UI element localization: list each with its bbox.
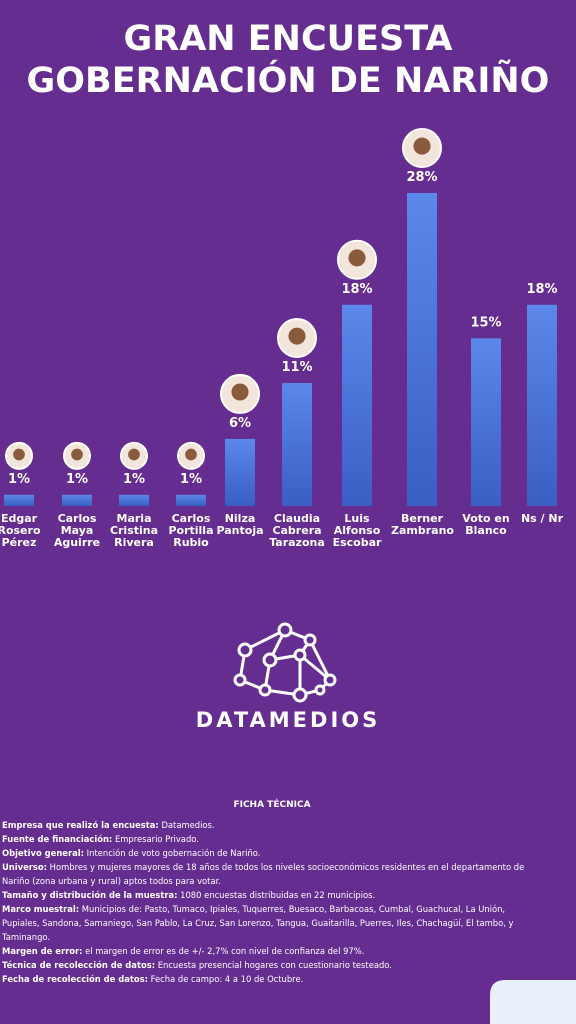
ficha-row: Empresa que realizó la encuesta: Datamed… bbox=[2, 818, 542, 832]
value-label: 1% bbox=[8, 472, 30, 487]
logo-graphic bbox=[233, 622, 337, 703]
ficha-row: Margen de error: el margen de error es d… bbox=[2, 944, 542, 958]
value-label: 6% bbox=[229, 416, 251, 431]
bar bbox=[527, 304, 557, 506]
category-label: Luis Alfonso Escobar bbox=[332, 512, 382, 549]
value-label: 18% bbox=[341, 282, 372, 297]
ficha-title: FICHA TÉCNICA bbox=[233, 800, 311, 810]
ficha-row: Fuente de financiación: Empresario Priva… bbox=[2, 832, 542, 846]
avatar-face bbox=[185, 448, 197, 461]
value-label: 11% bbox=[281, 360, 312, 375]
chart-title: GRAN ENCUESTA GOBERNACIÓN DE NARIÑO bbox=[26, 19, 550, 101]
ficha-label: Margen de error: bbox=[2, 946, 83, 956]
ficha-value: Intención de voto gobernación de Nariño. bbox=[86, 848, 261, 858]
ficha-value: 1080 encuestas distribuidas en 22 munici… bbox=[180, 890, 376, 900]
value-label: 28% bbox=[406, 170, 437, 185]
ficha-value: Encuesta presencial hogares con cuestion… bbox=[157, 960, 392, 970]
ficha-label: Objetivo general: bbox=[2, 848, 84, 858]
bar bbox=[225, 438, 255, 506]
bar bbox=[119, 494, 149, 506]
ficha-row: Tamaño y distribución de la muestra: 108… bbox=[2, 888, 542, 902]
category-label: Nilza Pantoja bbox=[216, 512, 264, 537]
ficha-value: Empresario Privado. bbox=[114, 834, 199, 844]
ficha-row: Técnica de recolección de datos: Encuest… bbox=[2, 958, 542, 972]
ficha-row: Objetivo general: Intención de voto gobe… bbox=[2, 846, 542, 860]
avatar-face bbox=[128, 448, 140, 461]
ficha-value: Municipios de: Pasto, Tumaco, Ipiales, T… bbox=[2, 904, 514, 942]
ficha-value: el margen de error es de +/- 2,7% con ni… bbox=[85, 946, 365, 956]
value-label: 1% bbox=[66, 472, 88, 487]
avatar-face bbox=[231, 383, 249, 401]
category-label: Claudia Cabrera Tarazona bbox=[269, 512, 325, 549]
value-label: 1% bbox=[123, 472, 145, 487]
avatar-face bbox=[13, 448, 25, 461]
avatar-face bbox=[288, 327, 306, 345]
bar bbox=[342, 304, 372, 506]
ficha-value: Datamedios. bbox=[161, 820, 215, 830]
category-label: Ns / Nr bbox=[520, 512, 564, 525]
category-label: Maria Cristina Rivera bbox=[109, 512, 159, 549]
avatar-face bbox=[413, 137, 431, 155]
ficha-label: Tamaño y distribución de la muestra: bbox=[2, 890, 178, 900]
ficha-label: Empresa que realizó la encuesta: bbox=[2, 820, 159, 830]
ficha: FICHA TÉCNICA Empresa que realizó la encu… bbox=[2, 798, 542, 986]
ficha-label: Marco muestral: bbox=[2, 904, 80, 914]
avatar-face bbox=[348, 249, 366, 267]
ficha-row: Marco muestral: Municipios de: Pasto, Tu… bbox=[2, 902, 542, 944]
category-label: Berner Zambrano bbox=[391, 512, 454, 537]
bar bbox=[4, 494, 34, 506]
bar bbox=[62, 494, 92, 506]
category-label: Voto en Blanco bbox=[462, 512, 510, 537]
avatar-face bbox=[71, 448, 83, 461]
value-label: 1% bbox=[180, 472, 202, 487]
ficha-label: Técnica de recolección de datos: bbox=[2, 960, 156, 970]
bar bbox=[176, 494, 206, 506]
logo-name: DATAMEDIOS bbox=[195, 708, 381, 732]
ficha-row: Universo: Hombres y mujeres mayores de 1… bbox=[2, 860, 542, 888]
category-label: Carlos Maya Aguirre bbox=[53, 512, 101, 549]
bar bbox=[282, 383, 312, 506]
ficha-row: Fecha de recolección de datos: Fecha de … bbox=[2, 972, 542, 986]
bar bbox=[471, 338, 501, 506]
category-label: Carlos Portilla Rubio bbox=[168, 512, 214, 549]
ficha-value: Fecha de campo: 4 a 10 de Octubre. bbox=[150, 974, 304, 984]
ficha-label: Universo: bbox=[2, 862, 47, 872]
ficha-label: Fecha de recolección de datos: bbox=[2, 974, 148, 984]
ficha-label: Fuente de financiación: bbox=[2, 834, 113, 844]
corner-card bbox=[490, 980, 576, 1024]
value-label: 18% bbox=[526, 282, 557, 297]
category-label: Edgar Rosero Pérez bbox=[0, 512, 41, 549]
value-label: 15% bbox=[470, 315, 501, 330]
ficha-value: Hombres y mujeres mayores de 18 años de … bbox=[2, 862, 525, 886]
bar bbox=[407, 193, 437, 506]
